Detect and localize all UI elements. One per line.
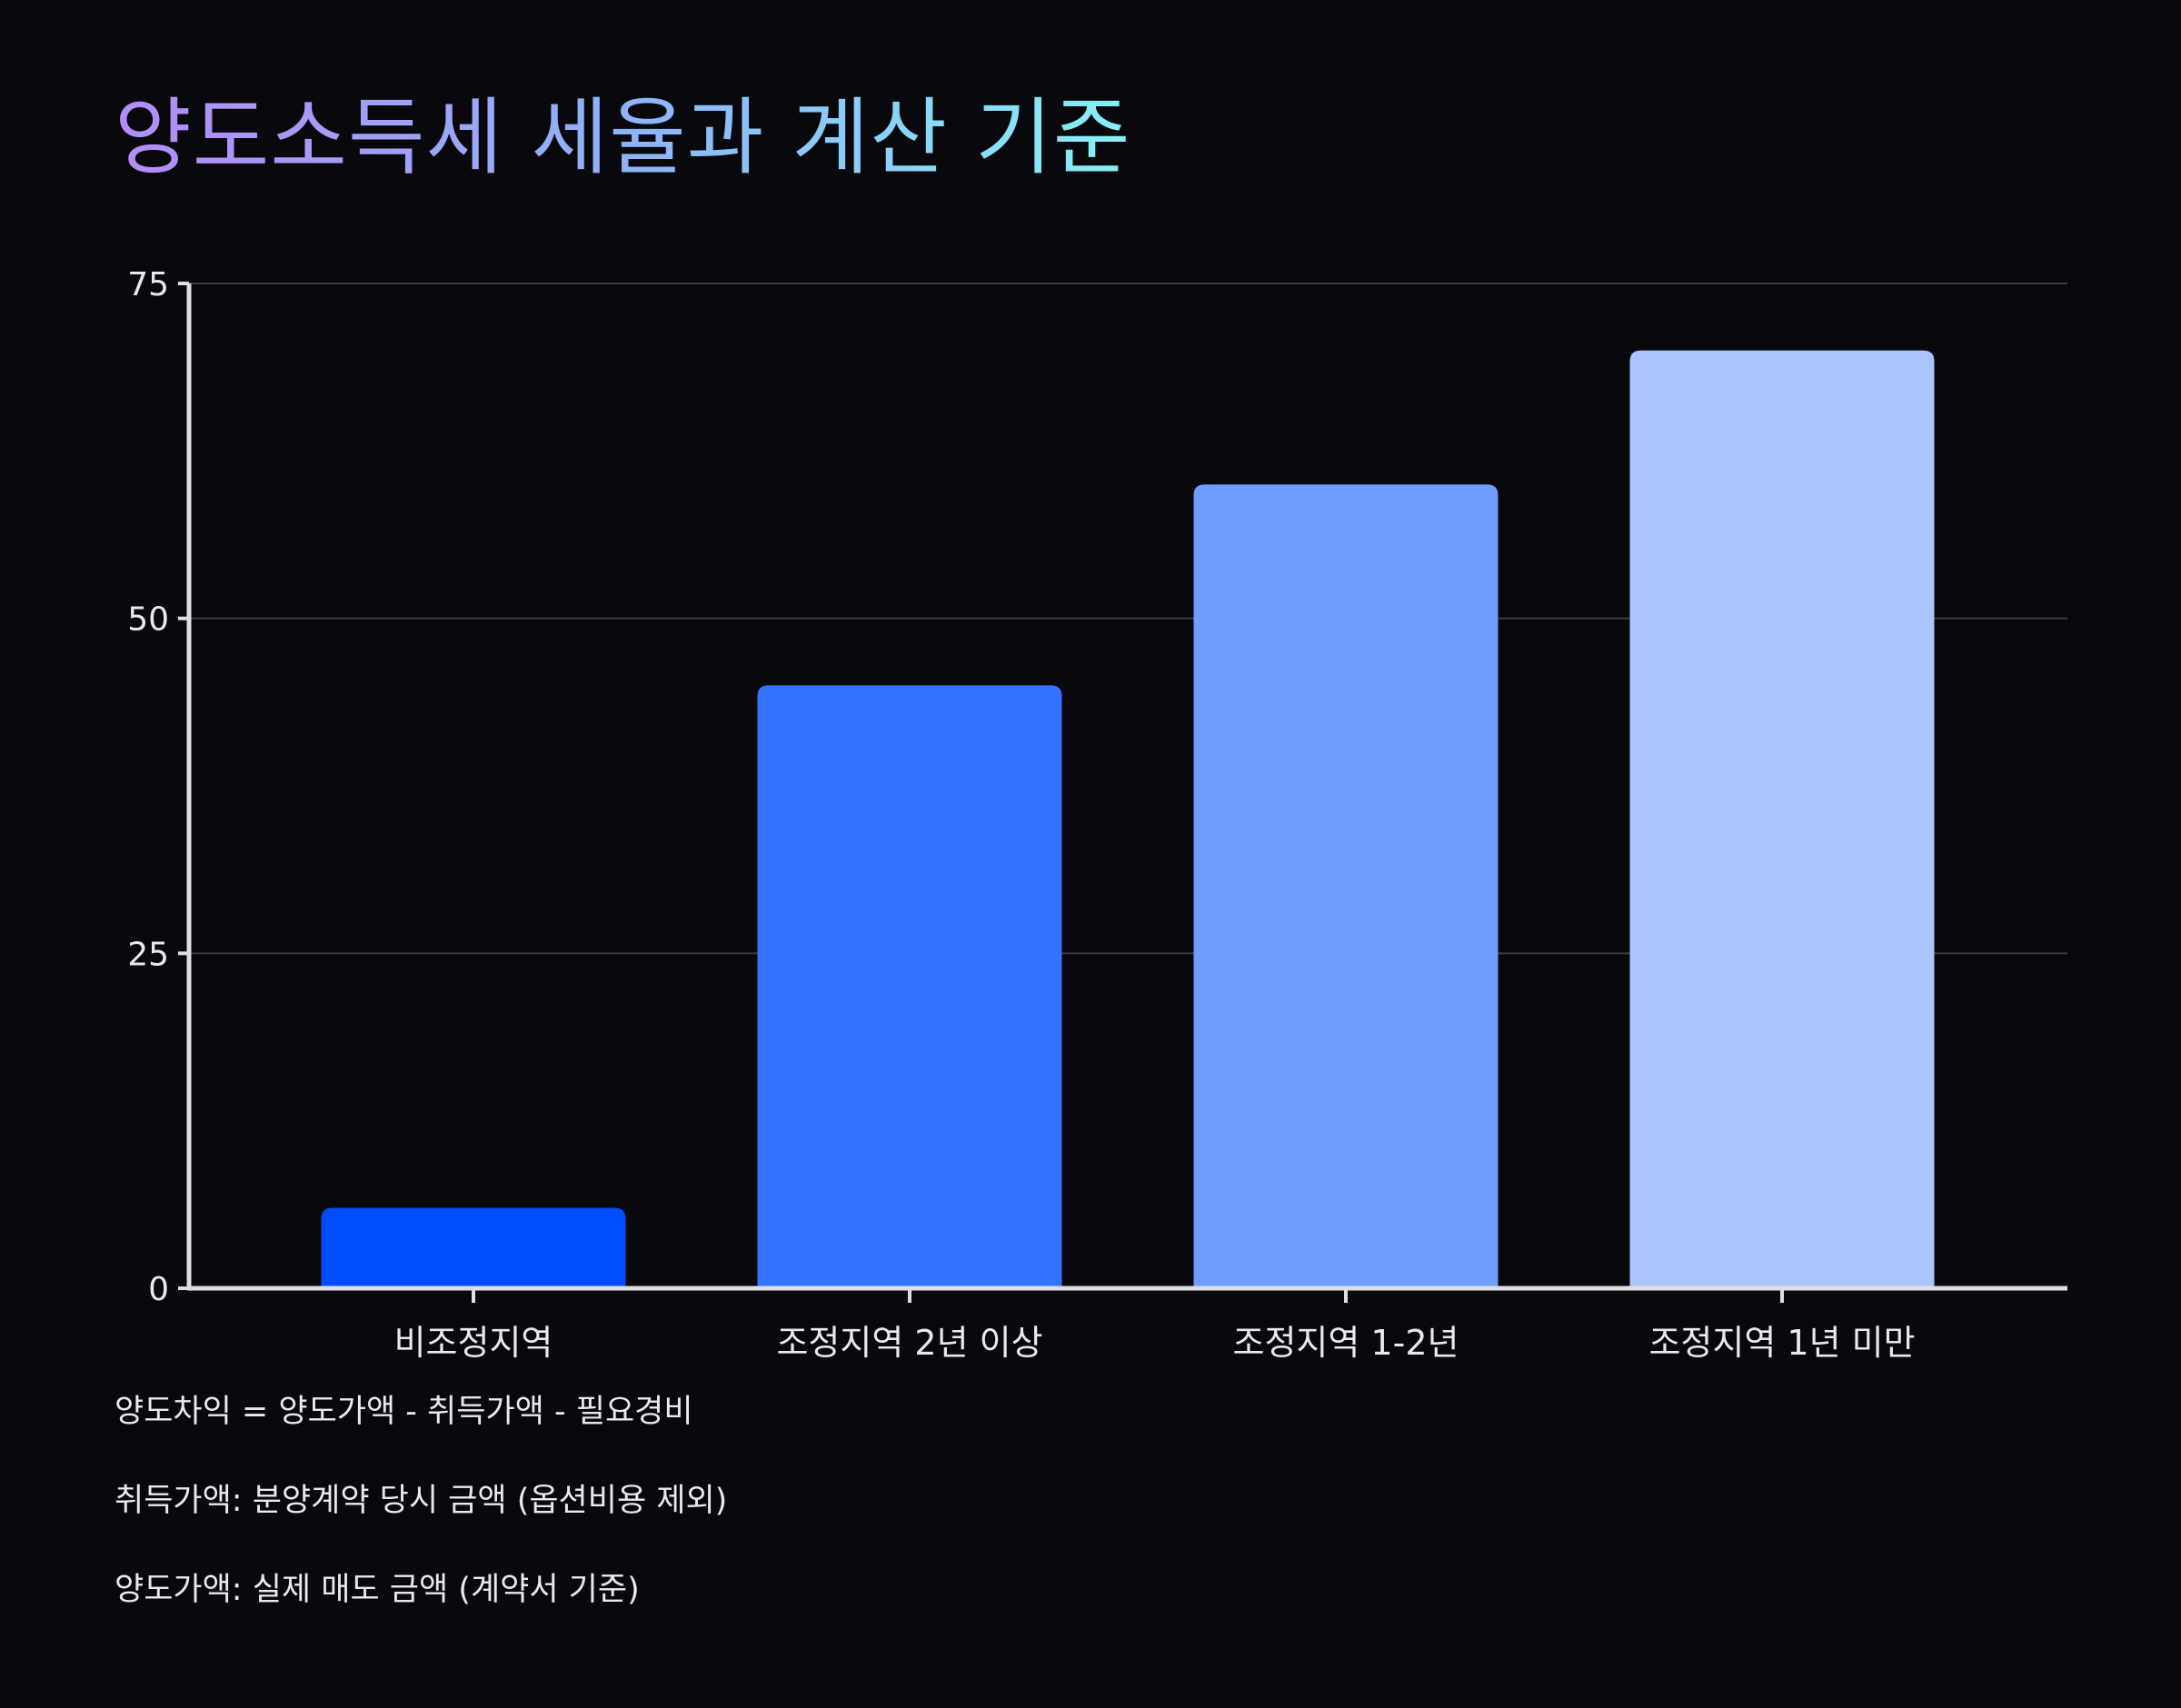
bar-chart: 0 25 50 75 비조정지역 조정지역 2년 이상 조정지역 1-2년 조정지역 1년 … xyxy=(127,266,2067,1363)
x-tick-label: 비조정지역 xyxy=(394,1323,553,1363)
y-tick-label: 0 xyxy=(148,1271,169,1308)
x-axis: 비조정지역 조정지역 2년 이상 조정지역 1-2년 조정지역 1년 미만 xyxy=(187,1286,2067,1363)
bar xyxy=(1193,484,1499,1288)
x-tick-label: 조정지역 1년 미만 xyxy=(1648,1323,1915,1363)
note-line: 양도차익 = 양도가액 - 취득가액 - 필요경비 xyxy=(115,1394,693,1430)
bar xyxy=(321,1207,626,1288)
x-tick-label: 조정지역 1-2년 xyxy=(1233,1323,1459,1363)
x-tick-label: 조정지역 2년 이상 xyxy=(776,1323,1042,1363)
y-tick-label: 25 xyxy=(127,936,169,973)
y-axis: 0 25 50 75 xyxy=(127,266,192,1308)
y-tick-label: 50 xyxy=(127,601,169,639)
bar xyxy=(757,685,1062,1288)
y-tick-label: 75 xyxy=(127,266,169,303)
bar xyxy=(1629,350,1935,1288)
note-line: 취득가액: 분양계약 당시 금액 (옵션비용 제외) xyxy=(115,1483,728,1519)
formula-notes: 양도차익 = 양도가액 - 취득가액 - 필요경비 취득가액: 분양계약 당시 … xyxy=(115,1390,727,1657)
note-line: 양도가액: 실제 매도 금액 (계약서 기준) xyxy=(115,1572,640,1608)
chart-title: 양도소득세 세율과 계산 기준 xyxy=(115,84,1130,193)
bars xyxy=(321,350,1935,1288)
